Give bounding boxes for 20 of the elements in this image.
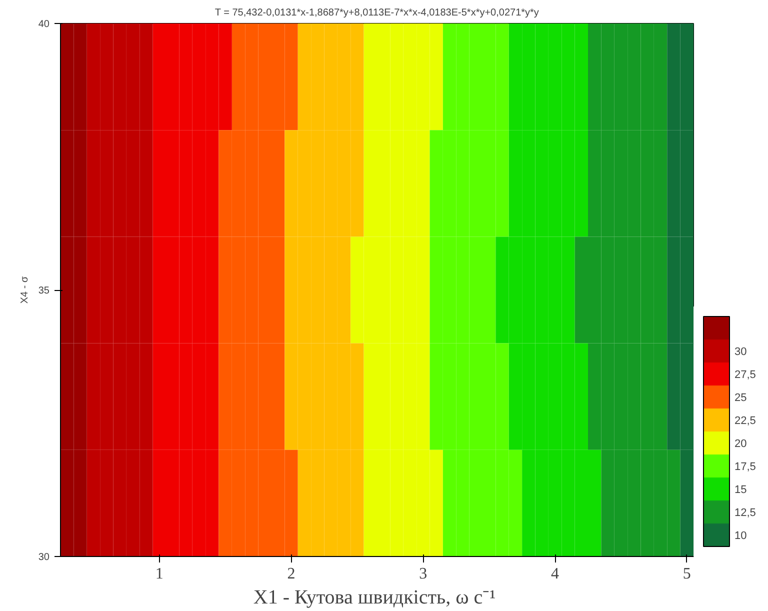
- color-bar-label: 22,5: [734, 415, 756, 427]
- x-tick-label: 2: [287, 566, 296, 582]
- color-bar-label: 12,5: [734, 507, 756, 519]
- x-tick-label: 1: [155, 566, 164, 582]
- x-tick-label: 4: [551, 566, 560, 582]
- x-axis-title: X1 - Кутова швидкість, ω с⁻¹: [253, 586, 496, 608]
- color-bar-label: 30: [734, 346, 747, 358]
- color-bar-label: 27,5: [734, 369, 756, 381]
- y-tick-label: 30: [38, 552, 50, 563]
- chart-title: T = 75,432-0,0131*x-1,8687*y+8,0113E-7*x*x-4,0183E-5*x*y+0,0271*y*y: [214, 8, 539, 18]
- color-bar-label: 17,5: [734, 461, 756, 473]
- x-tick-label: 5: [682, 566, 691, 582]
- color-bar-label: 10: [734, 530, 747, 542]
- y-tick-label: 35: [38, 286, 50, 296]
- y-axis-title: X4 - σ: [19, 276, 30, 304]
- color-bar-label: 15: [734, 484, 747, 496]
- color-bar-label: 25: [734, 392, 747, 404]
- color-bar-label: 20: [734, 438, 747, 450]
- x-tick-label: 3: [419, 566, 428, 582]
- y-tick-label: 40: [38, 19, 50, 30]
